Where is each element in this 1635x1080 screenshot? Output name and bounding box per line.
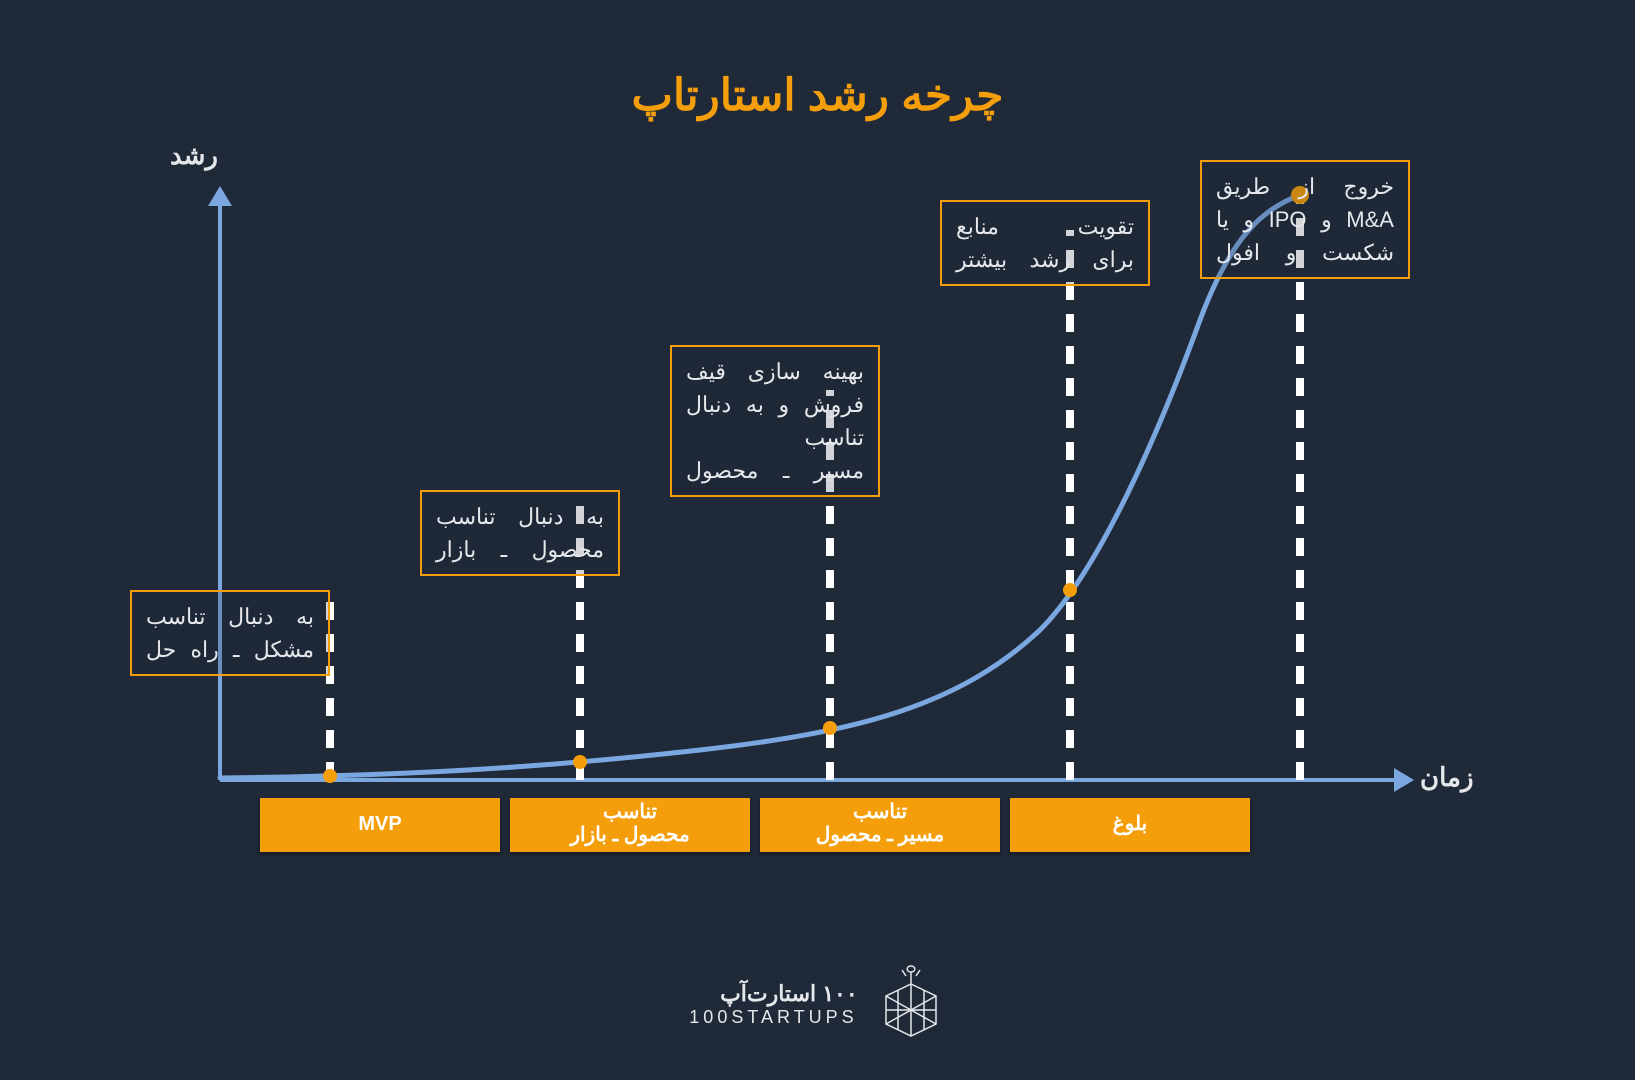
y-axis-label: رشد [170,140,218,171]
footer-brand-fa: ۱۰۰ استارت‌آپ [689,981,857,1007]
phase-box-product-market-fit: تناسب محصول ـ بازار [510,798,750,852]
growth-chart: رشد زمان به دنبال تناسب مشکل ـ راه حل به… [140,170,1490,850]
phase-box-mvp: MVP [260,798,500,852]
callout-exit: خروج از طریق M&A و IPO و یا شکست و افول [1200,160,1410,279]
callout-resource-strengthen: تقویت منابع برای رشد بیشتر [940,200,1150,286]
phase-box-maturity: بلوغ [1010,798,1250,852]
callout-product-market-fit: به دنبال تناسب محصول ـ بازار [420,490,620,576]
x-axis-label: زمان [1420,762,1474,793]
callout-problem-solution-fit: به دنبال تناسب مشکل ـ راه حل [130,590,330,676]
footer-brand-en: 100STARTUPS [689,1007,857,1028]
callout-funnel-optimize: بهینه سازی قیف فروش و به دنبال تناسب مسی… [670,345,880,497]
footer-brand: ۱۰۰ استارت‌آپ 100STARTUPS [0,964,1635,1044]
phase-box-channel-product-fit: تناسب مسیر ـ محصول [760,798,1000,852]
chart-title: چرخه رشد استارتاپ [0,70,1635,121]
brand-logo-icon [876,964,946,1044]
